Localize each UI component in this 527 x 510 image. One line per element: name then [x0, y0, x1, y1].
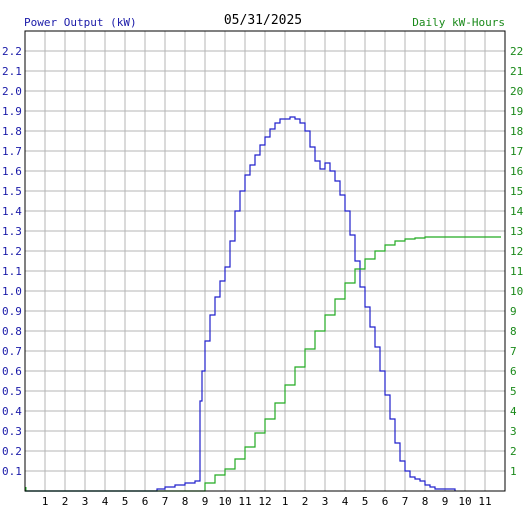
x-axis-tick-label: 7	[162, 495, 169, 508]
grid	[25, 31, 505, 491]
series-layer	[25, 116, 501, 492]
x-axis-ticks: 1 2 3 4 5 6 7 8 9 10 11 12 1 2 3 4 5 6 7 8 9 10 11	[42, 495, 492, 508]
x-axis-tick-label: 10	[458, 495, 471, 508]
right-axis-tick-label: 19	[510, 105, 523, 118]
left-axis-tick-label: 1.8	[2, 125, 22, 138]
right-axis-tick-label: 15	[510, 185, 523, 198]
left-axis-ticks: 0.1 0.2 0.3 0.4 0.5 0.6 0.7 0.8 0.9 1.0 1.1 1.2 1.3 1…	[2, 45, 22, 478]
left-axis-tick-label: 2.0	[2, 85, 22, 98]
x-axis-tick-label: 2	[62, 495, 69, 508]
x-axis-tick-label: 3	[322, 495, 329, 508]
left-axis-title: Power Output (kW)	[24, 16, 137, 29]
left-axis-tick-label: 1.2	[2, 245, 22, 258]
right-axis-tick-label: 18	[510, 125, 523, 138]
left-axis-tick-label: 1.6	[2, 165, 22, 178]
right-axis-tick-label: 2	[510, 445, 517, 458]
x-axis-tick-label: 7	[402, 495, 409, 508]
left-axis-tick-label: 0.1	[2, 465, 22, 478]
left-axis-tick-label: 1.3	[2, 225, 22, 238]
right-axis-title: Daily kW-Hours	[412, 16, 505, 29]
left-axis-tick-label: 2.1	[2, 65, 22, 78]
right-axis-tick-label: 3	[510, 425, 517, 438]
left-axis-tick-label: 1.4	[2, 205, 22, 218]
x-axis-tick-label: 6	[382, 495, 389, 508]
left-axis-tick-label: 0.7	[2, 345, 22, 358]
chart-date-title: 05/31/2025	[224, 13, 302, 28]
right-axis-tick-label: 21	[510, 65, 523, 78]
left-axis-tick-label: 0.8	[2, 325, 22, 338]
right-axis-tick-label: 4	[510, 405, 517, 418]
left-axis-tick-label: 2.2	[2, 45, 22, 58]
x-axis-tick-label: 1	[42, 495, 49, 508]
left-axis-tick-label: 0.3	[2, 425, 22, 438]
x-axis-tick-label: 5	[362, 495, 369, 508]
right-axis-tick-label: 10	[510, 285, 523, 298]
x-axis-tick-label: 12	[258, 495, 271, 508]
x-axis-tick-label: 11	[238, 495, 251, 508]
left-axis-tick-label: 1.5	[2, 185, 22, 198]
left-axis-tick-label: 0.9	[2, 305, 22, 318]
x-axis-tick-label: 4	[102, 495, 109, 508]
right-axis-tick-label: 6	[510, 365, 517, 378]
x-axis-tick-label: 2	[302, 495, 309, 508]
right-axis-tick-label: 17	[510, 145, 523, 158]
x-axis-tick-label: 8	[182, 495, 189, 508]
plot-frame	[24, 30, 506, 492]
right-axis-tick-label: 5	[510, 385, 517, 398]
right-axis-tick-label: 1	[510, 465, 517, 478]
right-axis-tick-label: 13	[510, 225, 523, 238]
left-axis-tick-label: 1.0	[2, 285, 22, 298]
right-axis-tick-label: 22	[510, 45, 523, 58]
left-axis-tick-label: 0.2	[2, 445, 22, 458]
x-axis-tick-label: 10	[218, 495, 231, 508]
x-axis-tick-label: 4	[342, 495, 349, 508]
left-axis-tick-label: 0.4	[2, 405, 22, 418]
x-axis-tick-label: 8	[422, 495, 429, 508]
x-axis-tick-label: 3	[82, 495, 89, 508]
right-axis-tick-label: 7	[510, 345, 517, 358]
x-axis-tick-label: 6	[142, 495, 149, 508]
left-axis-tick-label: 0.6	[2, 365, 22, 378]
x-axis-tick-label: 11	[478, 495, 491, 508]
x-axis-tick-label: 9	[202, 495, 209, 508]
left-axis-tick-label: 1.9	[2, 105, 22, 118]
x-axis-tick-label: 9	[442, 495, 449, 508]
daily-kwh-series-line	[25, 236, 501, 492]
left-axis-tick-label: 1.7	[2, 145, 22, 158]
right-axis-tick-label: 14	[510, 205, 524, 218]
x-axis-tick-label: 1	[282, 495, 289, 508]
right-axis-tick-label: 8	[510, 325, 517, 338]
left-axis-tick-label: 1.1	[2, 265, 22, 278]
right-axis-tick-label: 20	[510, 85, 523, 98]
right-axis-tick-label: 11	[510, 265, 523, 278]
x-axis-tick-label: 5	[122, 495, 129, 508]
right-axis-tick-label: 12	[510, 245, 523, 258]
left-axis-tick-label: 0.5	[2, 385, 22, 398]
power-output-series-line	[25, 116, 456, 492]
right-axis-tick-label: 16	[510, 165, 523, 178]
right-axis-tick-label: 9	[510, 305, 517, 318]
